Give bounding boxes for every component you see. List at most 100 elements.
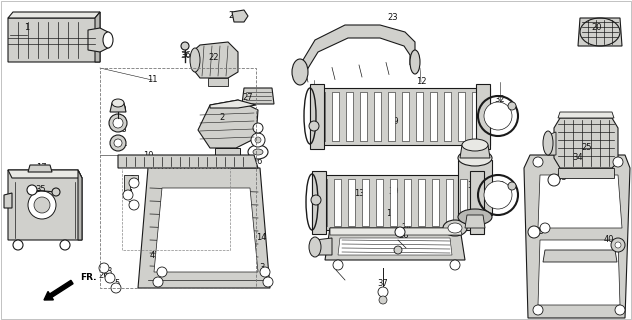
Bar [390,179,397,226]
Polygon shape [88,28,108,52]
Circle shape [311,195,321,205]
Polygon shape [458,160,492,215]
Circle shape [34,197,50,213]
Polygon shape [215,148,240,158]
Circle shape [508,182,516,190]
Circle shape [309,121,319,131]
Text: 5: 5 [114,279,119,289]
Circle shape [613,157,623,167]
Circle shape [395,227,405,237]
Polygon shape [465,215,485,228]
Polygon shape [548,132,556,155]
Bar [458,92,465,141]
Polygon shape [124,175,138,195]
Polygon shape [476,84,490,149]
Circle shape [533,157,543,167]
Text: 16: 16 [308,92,319,101]
Polygon shape [315,238,332,255]
Circle shape [533,305,543,315]
Ellipse shape [112,99,124,107]
Bar [346,92,353,141]
Bar [100,68,256,288]
Polygon shape [4,193,12,208]
Polygon shape [543,250,617,262]
Ellipse shape [103,32,113,48]
Text: 15: 15 [386,209,396,218]
Text: 18: 18 [116,125,126,134]
Text: 30: 30 [457,223,467,233]
Bar [416,92,423,141]
Text: 2: 2 [219,114,224,123]
Text: 22: 22 [209,53,219,62]
Text: 11: 11 [147,76,157,84]
Polygon shape [242,88,274,104]
Ellipse shape [462,139,488,151]
Text: 13: 13 [354,189,364,198]
Circle shape [255,137,261,143]
Text: 34: 34 [573,154,583,163]
Circle shape [251,133,265,147]
FancyArrow shape [44,280,73,300]
Polygon shape [8,170,82,178]
Circle shape [99,263,109,273]
Circle shape [60,240,70,250]
Polygon shape [8,12,100,62]
Polygon shape [198,100,258,148]
Ellipse shape [458,150,492,166]
Circle shape [28,191,56,219]
Text: 8: 8 [252,143,257,153]
Circle shape [615,242,621,248]
Text: 5: 5 [264,278,269,287]
Ellipse shape [484,181,512,209]
Polygon shape [470,171,484,234]
Bar [402,92,409,141]
Polygon shape [95,12,100,62]
Circle shape [13,240,23,250]
Polygon shape [192,42,238,78]
Circle shape [615,305,625,315]
Text: 21: 21 [118,139,128,148]
Circle shape [129,200,139,210]
Text: 37: 37 [378,279,389,289]
Polygon shape [138,168,270,288]
Ellipse shape [253,149,263,155]
Ellipse shape [543,131,553,155]
Text: 12: 12 [416,77,426,86]
Circle shape [379,296,387,304]
Bar [334,179,341,226]
Polygon shape [154,188,258,272]
Text: 26: 26 [399,231,410,241]
Text: 32: 32 [495,180,506,189]
Ellipse shape [448,223,462,233]
Text: 3: 3 [259,263,265,273]
Polygon shape [538,175,622,228]
Ellipse shape [443,220,467,236]
Text: 25: 25 [581,143,592,153]
Text: 6: 6 [257,157,262,166]
Circle shape [394,246,402,254]
Circle shape [181,42,189,50]
Text: 41: 41 [150,252,161,260]
Polygon shape [325,228,465,260]
Ellipse shape [484,102,512,130]
Circle shape [611,238,625,252]
Polygon shape [558,168,614,178]
Bar [360,92,367,141]
Polygon shape [8,12,100,18]
Bar [404,179,411,226]
Bar [376,179,383,226]
Text: 40: 40 [604,236,614,244]
Circle shape [105,273,115,283]
Circle shape [114,139,122,147]
Polygon shape [8,170,82,240]
Circle shape [110,135,126,151]
Circle shape [113,118,123,128]
Text: 9: 9 [130,175,135,185]
Bar [122,168,230,250]
Polygon shape [118,155,258,168]
Text: 28: 28 [229,11,240,20]
Ellipse shape [410,50,420,74]
Polygon shape [338,238,452,255]
Circle shape [153,277,163,287]
Polygon shape [312,175,484,230]
